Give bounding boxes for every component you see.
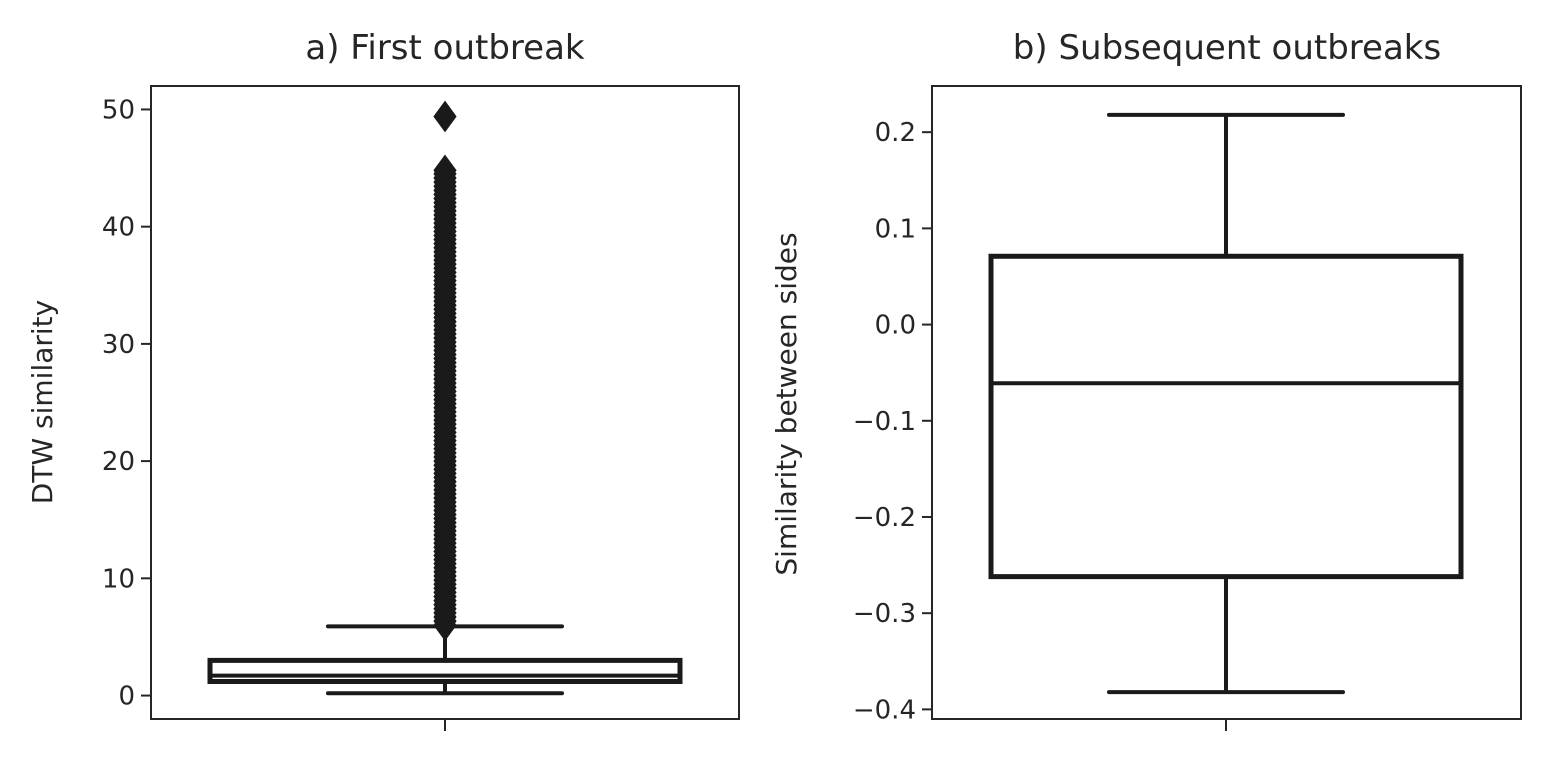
a-y-tick-label-1: 10: [102, 564, 135, 594]
panel-a-title: a) First outbreak: [305, 28, 585, 68]
b-y-tick-label-4: −0.2: [853, 503, 916, 533]
a-y-tick-label-5: 50: [102, 95, 135, 125]
b-y-tick-label-1: 0.1: [875, 214, 916, 244]
panel-b-y-axis-label: Similarity between sides: [770, 232, 803, 575]
panel-a-y-axis-label: DTW similarity: [26, 300, 59, 504]
panel-a-y-ticks: 0 10 20 30 40 50: [102, 95, 151, 712]
panel-subsequent-outbreaks: b) Subsequent outbreaks Similarity betwe…: [770, 28, 1522, 731]
outlier-marker-112: [433, 154, 457, 187]
panel-b-y-ticks: 0.2 0.1 0.0 −0.1 −0.2 −0.3 −0.4: [853, 118, 932, 725]
panel-a-outliers: [433, 100, 457, 642]
b-y-tick-label-5: −0.3: [853, 599, 916, 629]
a-y-tick-label-3: 30: [102, 330, 135, 360]
a-y-tick-label-2: 20: [102, 447, 135, 477]
panel-b-boxplot: [988, 112, 1464, 695]
b-y-tick-label-2: 0.0: [875, 311, 916, 341]
a-y-tick-label-4: 40: [102, 213, 135, 243]
outlier-marker-111: [433, 100, 457, 133]
b-y-tick-label-6: −0.4: [853, 695, 916, 725]
panel-b-title: b) Subsequent outbreaks: [1013, 28, 1441, 68]
b-y-tick-label-3: −0.1: [853, 407, 916, 437]
panel-a-boxplot: [207, 624, 683, 696]
b-y-tick-label-0: 0.2: [875, 118, 916, 148]
b-box: [988, 253, 1464, 580]
panel-first-outbreak: a) First outbreak DTW similarity 0 10 20 30…: [26, 28, 740, 731]
a-y-tick-label-0: 0: [118, 682, 135, 712]
a-box: [207, 657, 683, 684]
